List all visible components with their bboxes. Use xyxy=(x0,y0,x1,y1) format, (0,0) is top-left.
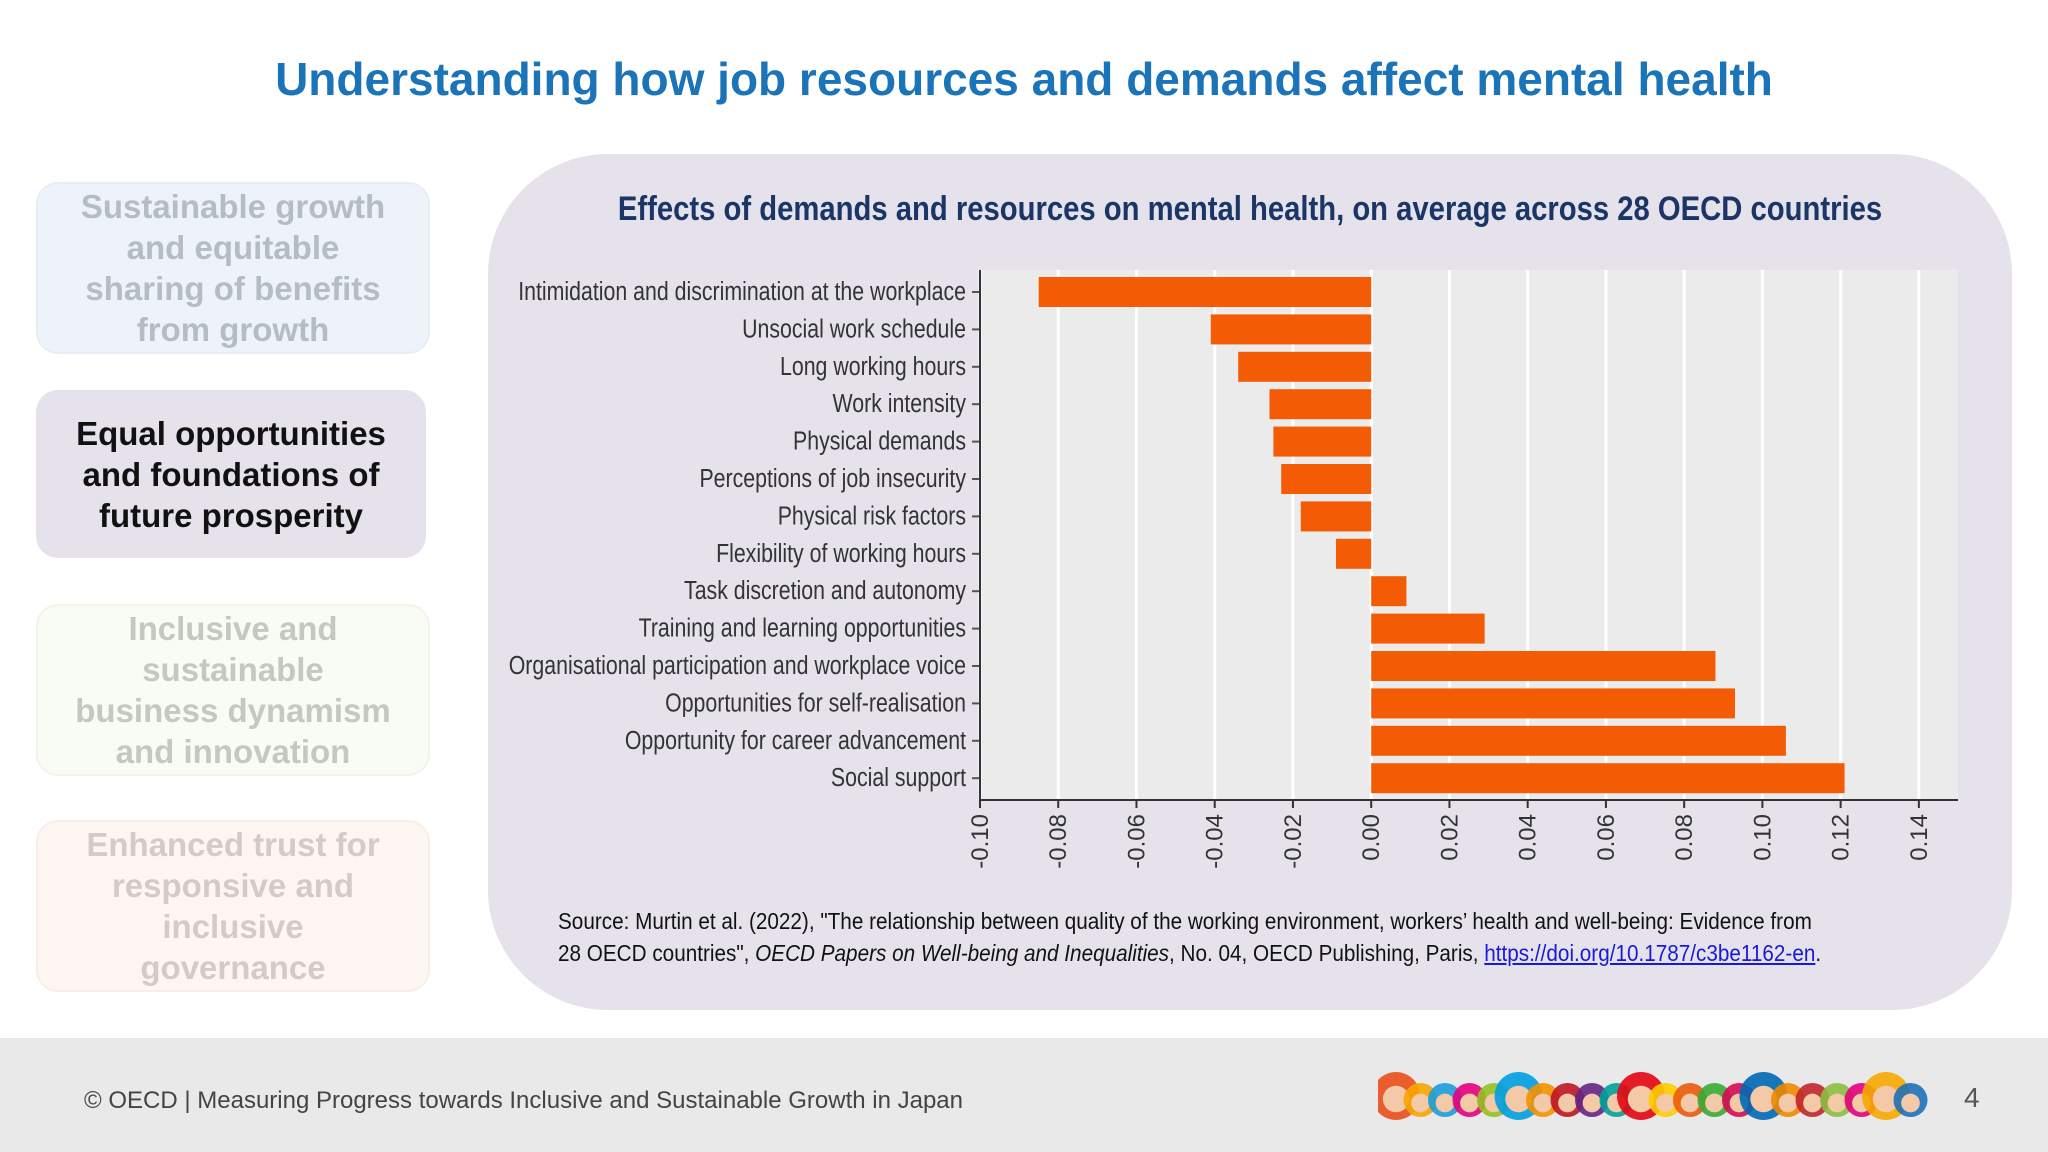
sidebar-item-trust-governance[interactable]: Enhanced trust for responsive and inclus… xyxy=(36,820,430,992)
bar xyxy=(1371,613,1485,644)
category-label: Perceptions of job insecurity xyxy=(699,464,966,494)
chart-title: Effects of demands and resources on ment… xyxy=(617,190,1883,228)
sidebar-item-equal-opportunities[interactable]: Equal opportunities and foundations of f… xyxy=(36,390,426,558)
bar xyxy=(1281,464,1372,494)
bar xyxy=(1371,576,1407,607)
face-skin xyxy=(1705,1093,1724,1113)
face-skin xyxy=(1872,1085,1900,1113)
category-label: Unsocial work schedule xyxy=(742,314,966,344)
source-journal: OECD Papers on Well-being and Inequaliti… xyxy=(755,940,1170,966)
bar xyxy=(1273,426,1372,457)
sidebar-item-sustainable-growth[interactable]: Sustainable growth and equitable sharing… xyxy=(36,182,430,354)
category-label: Organisational participation and workpla… xyxy=(509,651,966,681)
bar xyxy=(1371,688,1736,719)
page-title: Understanding how job resources and dema… xyxy=(275,53,1773,105)
x-tick-label: 0.14 xyxy=(1906,814,1933,861)
bar xyxy=(1038,277,1372,307)
face-skin xyxy=(1382,1085,1410,1113)
source-end: . xyxy=(1815,940,1822,966)
x-tick-label: 0.12 xyxy=(1828,814,1855,861)
face-skin xyxy=(1827,1093,1847,1113)
face-skin xyxy=(1582,1093,1602,1113)
bar-chart: Intimidation and discrimination at the w… xyxy=(509,270,1958,869)
face-skin xyxy=(1901,1093,1920,1113)
source-prefix: Source: Murtin et al. (2022), "The relat… xyxy=(558,908,1812,966)
face-skin xyxy=(1533,1093,1553,1113)
bar xyxy=(1371,725,1786,756)
face-skin xyxy=(1656,1093,1675,1113)
x-tick-label: -0.04 xyxy=(1202,814,1229,869)
x-tick-label: -0.06 xyxy=(1123,814,1150,869)
category-label: Long working hours xyxy=(780,352,966,382)
x-tick-label: 0.04 xyxy=(1515,814,1542,861)
x-tick-label: 0.02 xyxy=(1436,814,1463,861)
x-tick-label: 0.00 xyxy=(1358,814,1385,861)
face-skin xyxy=(1460,1093,1479,1113)
face-skin xyxy=(1680,1093,1700,1113)
category-label: Physical risk factors xyxy=(778,501,966,531)
category-label: Flexibility of working hours xyxy=(716,539,966,569)
sidebar-item-label: Sustainable growth and equitable sharing… xyxy=(80,188,386,348)
source-suffix: , No. 04, OECD Publishing, Paris, xyxy=(1169,940,1485,966)
category-label: Physical demands xyxy=(793,427,966,457)
bar xyxy=(1371,763,1845,794)
x-tick-label: -0.02 xyxy=(1280,814,1307,869)
bar xyxy=(1335,538,1372,569)
category-label: Task discretion and autonomy xyxy=(684,576,966,606)
category-label: Work intensity xyxy=(833,389,967,419)
bar xyxy=(1300,501,1372,532)
sidebar-item-label: Equal opportunities and foundations of f… xyxy=(76,414,386,534)
category-label: Opportunity for career advancement xyxy=(625,726,967,756)
face-skin xyxy=(1411,1093,1430,1113)
page-number: 4 xyxy=(1964,1082,1980,1113)
category-label: Social support xyxy=(831,763,966,793)
bar xyxy=(1371,651,1716,681)
bar xyxy=(1210,314,1372,345)
face-skin xyxy=(1435,1093,1455,1113)
x-tick-label: -0.08 xyxy=(1045,814,1072,869)
x-tick-label: 0.10 xyxy=(1749,814,1776,861)
bar xyxy=(1269,389,1372,420)
footer-text: © OECD | Measuring Progress towards Incl… xyxy=(84,1087,963,1114)
sidebar-item-business-dynamism[interactable]: Inclusive and sustainable business dynam… xyxy=(36,604,430,776)
face-skin xyxy=(1803,1093,1822,1113)
category-label: Training and learning opportunities xyxy=(639,614,966,644)
category-label: Intimidation and discrimination at the w… xyxy=(518,277,966,307)
x-tick-label: 0.06 xyxy=(1593,814,1620,861)
people-illustration xyxy=(1378,1072,1928,1120)
category-label: Opportunities for self-realisation xyxy=(665,688,966,718)
x-tick-label: 0.08 xyxy=(1671,814,1698,861)
sidebar-item-label: Enhanced trust for responsive and inclus… xyxy=(86,826,380,986)
face-skin xyxy=(1778,1093,1798,1113)
face-skin xyxy=(1558,1093,1577,1113)
sidebar-item-label: Inclusive and sustainable business dynam… xyxy=(75,610,391,770)
source-citation: Source: Murtin et al. (2022), "The relat… xyxy=(558,905,1827,969)
doi-link[interactable]: https://doi.org/10.1787/c3be1162-en xyxy=(1484,940,1816,966)
face-skin xyxy=(1750,1085,1777,1113)
plot-area xyxy=(980,270,1958,800)
bar xyxy=(1238,351,1372,382)
x-tick-label: -0.10 xyxy=(967,814,994,869)
face-skin xyxy=(1627,1085,1655,1113)
face-skin xyxy=(1505,1085,1532,1113)
